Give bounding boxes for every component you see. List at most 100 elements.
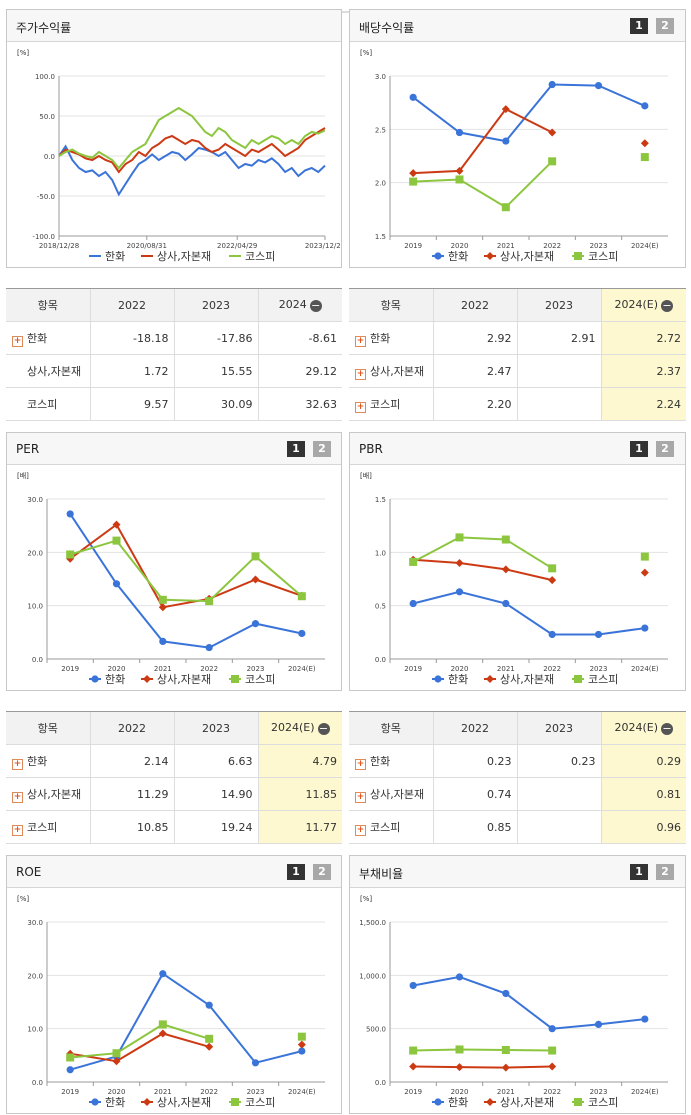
column-header: 2022 [89, 288, 174, 322]
data-point-sangsa [158, 603, 167, 612]
row-label[interactable]: + 한화 [6, 744, 90, 778]
legend-label-hanwha: 한화 [105, 673, 125, 686]
page-1-button[interactable]: 1 [630, 18, 648, 34]
expand-plus-icon[interactable]: + [355, 791, 366, 803]
collapse-icon[interactable]: − [317, 722, 330, 735]
row-label[interactable]: + 한화 [349, 744, 433, 778]
x-tick-label: 2022 [543, 665, 561, 673]
table-cell: 4.79 [257, 744, 342, 778]
y-tick-label: 1,000.0 [359, 972, 386, 980]
series-line-sangsa [413, 107, 553, 175]
y-axis-unit: [%] [360, 49, 372, 57]
dividend-yield-chart: [%] 3.0 2.5 2.0 1.5 2019 2020 2021 2022 2023 2024(… [360, 49, 668, 263]
column-header: 2022 [432, 288, 517, 322]
page-2-button[interactable]: 2 [656, 864, 674, 880]
column-header-label: 2024(E) [614, 298, 659, 311]
data-point-hanwha [455, 128, 464, 137]
expand-plus-icon[interactable]: + [355, 401, 366, 413]
legend-label-sangsa: 상사,자본재 [500, 1096, 554, 1109]
page-1-button[interactable]: 1 [630, 441, 648, 457]
expand-plus-icon[interactable]: + [355, 758, 366, 770]
row-label-text: 상사,자본재 [27, 365, 82, 378]
column-header-label: 2023 [545, 721, 573, 735]
legend-label-hanwha: 한화 [105, 250, 125, 263]
data-point-hanwha [594, 1020, 603, 1028]
row-label[interactable]: + 코스피 [6, 810, 90, 844]
y-tick-label: 100.0 [35, 73, 55, 81]
roe-chart: [%] 30.0 20.0 10.0 0.0 2019 2020 2021 2022 2023 20… [17, 895, 325, 1109]
expand-plus-icon[interactable]: + [12, 335, 23, 347]
expand-plus-icon[interactable]: + [12, 824, 23, 836]
table-row: + 상사,자본재 0.74 0.81 [349, 777, 686, 811]
stock-return-table: 항목 2022 2023 2024− + 한화 -18.18 -17.86 -8.61 상사,자본… [6, 288, 342, 421]
page-1-button[interactable]: 1 [287, 864, 305, 880]
row-label[interactable]: + 코스피 [349, 387, 433, 421]
x-tick-label: 2023 [590, 665, 608, 673]
y-axis-unit: [%] [17, 895, 29, 903]
table-row: + 코스피 10.85 19.24 11.77 [6, 810, 342, 844]
data-point-sangsa [455, 1063, 464, 1072]
expand-plus-icon[interactable]: + [355, 335, 366, 347]
data-point-sangsa [501, 105, 510, 114]
row-label[interactable]: + 한화 [349, 321, 433, 355]
y-tick-label: 0.0 [32, 1079, 43, 1087]
panel-header: 부채비율 1 2 [350, 856, 685, 888]
legend-label-kospi: 코스피 [245, 250, 275, 263]
page-1-button[interactable]: 1 [287, 441, 305, 457]
data-point-hanwha [641, 102, 649, 110]
column-header-label: 2023 [545, 298, 573, 312]
legend-label-sangsa: 상사,자본재 [500, 250, 554, 263]
data-point-sangsa [112, 1057, 121, 1066]
panel-header: ROE 1 2 [7, 856, 341, 888]
data-point-hanwha [641, 624, 649, 632]
row-label-text: 상사,자본재 [370, 364, 425, 378]
table-row: + 한화 -18.18 -17.86 -8.61 [6, 321, 342, 355]
per-chart: [배] 30.0 20.0 10.0 0.0 2019 2020 2021 2022 2023 20… [17, 471, 325, 686]
data-point-hanwha [641, 1015, 649, 1023]
collapse-icon[interactable]: − [661, 722, 674, 735]
column-header-label: 2022 [461, 721, 489, 735]
row-label-text: 한화 [27, 754, 48, 768]
row-label[interactable]: + 코스피 [349, 810, 433, 844]
series-line-sangsa [70, 1032, 210, 1063]
data-point-hanwha [91, 1098, 99, 1106]
page-2-button[interactable]: 2 [313, 864, 331, 880]
page-2-button[interactable]: 2 [656, 441, 674, 457]
data-point-sangsa [143, 675, 151, 683]
expand-plus-icon[interactable]: + [12, 791, 23, 803]
x-tick-label: 2022 [543, 242, 561, 250]
collapse-icon[interactable]: − [661, 299, 674, 312]
expand-plus-icon[interactable]: + [355, 824, 366, 836]
expand-plus-icon[interactable]: + [12, 758, 23, 770]
table-cell: 11.77 [257, 810, 342, 844]
data-point-sangsa [548, 576, 557, 585]
x-tick-label: 2019 [404, 242, 422, 250]
table-row: + 한화 2.14 6.63 4.79 [6, 744, 342, 778]
panel-title: PER [16, 442, 40, 456]
page-1-button[interactable]: 1 [630, 864, 648, 880]
pbr-chart: [배] 1.5 1.0 0.5 0.0 2019 2020 2021 2022 2023 2024(… [360, 471, 668, 686]
column-header: 항목 [349, 711, 433, 745]
data-point-kospi [66, 550, 75, 559]
x-tick-label: 2023 [590, 1088, 608, 1096]
data-point-hanwha [205, 643, 213, 652]
table-cell: 2.91 [516, 321, 601, 355]
row-label: 코스피 [6, 387, 90, 421]
row-label[interactable]: + 상사,자본재 [6, 777, 90, 811]
page-2-button[interactable]: 2 [656, 18, 674, 34]
page-2-button[interactable]: 2 [313, 441, 331, 457]
row-label[interactable]: + 상사,자본재 [349, 354, 433, 388]
data-point-kospi [640, 153, 649, 162]
collapse-icon[interactable]: − [309, 299, 322, 312]
row-label[interactable]: + 상사,자본재 [349, 777, 433, 811]
data-point-hanwha [409, 981, 417, 990]
row-label[interactable]: + 한화 [6, 321, 90, 355]
column-header: 항목 [349, 288, 433, 322]
data-point-hanwha [251, 1059, 260, 1067]
table-cell [516, 810, 601, 844]
table-cell: 30.09 [173, 387, 258, 421]
panel-stock-return: 주가수익률 [%] 100.0 50.0 0.0 -50.0 -100.0 2018/12/… [6, 9, 342, 268]
expand-plus-icon[interactable]: + [355, 368, 366, 380]
x-tick-label: 2019 [61, 1088, 79, 1096]
